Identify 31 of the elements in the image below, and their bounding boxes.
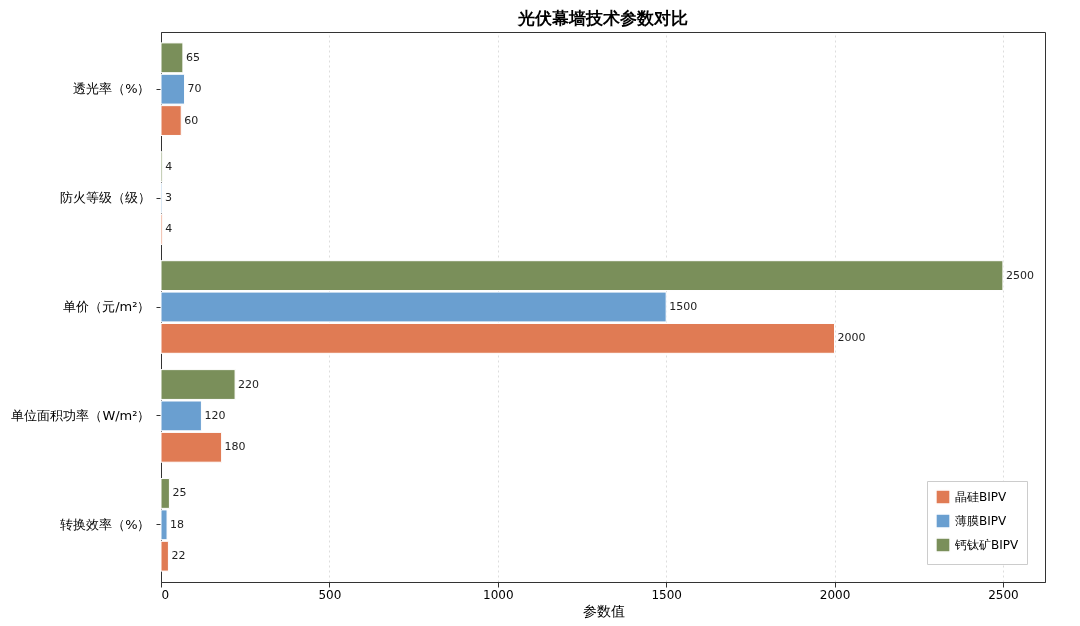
x-tick-label: 1500 xyxy=(651,587,682,602)
data-label: 25 xyxy=(172,486,187,500)
y-tick-label: 单位面积功率（W/m²） xyxy=(11,407,151,423)
data-label: 18 xyxy=(170,517,185,531)
data-label: 4 xyxy=(165,159,173,173)
data-label: 180 xyxy=(224,440,246,454)
y-tick-label: 透光率（%） xyxy=(73,81,151,97)
x-tick-label: 0 xyxy=(161,587,170,602)
data-label: 2500 xyxy=(1005,268,1034,282)
data-label: 4 xyxy=(165,222,173,236)
data-label: 65 xyxy=(185,50,200,64)
x-tick-label: 2500 xyxy=(988,587,1019,602)
legend-label: 晶硅BIPV xyxy=(955,490,1008,504)
y-tick-label: 转换效率（%） xyxy=(60,516,151,532)
data-label: 120 xyxy=(204,408,226,422)
data-label: 60 xyxy=(184,113,199,127)
legend-label: 薄膜BIPV xyxy=(955,514,1008,528)
data-label: 1500 xyxy=(669,300,698,313)
data-label: 70 xyxy=(187,82,202,96)
x-tick-label: 1000 xyxy=(482,587,514,602)
data-label: 3 xyxy=(165,191,173,205)
legend-label: 钙钛矿BIPV xyxy=(954,538,1020,552)
x-tick-label: 2000 xyxy=(819,587,851,602)
x-axis-title: 参数值 xyxy=(582,602,625,619)
data-label: 220 xyxy=(238,377,260,391)
data-label: 22 xyxy=(171,549,186,563)
y-tick-label: 单价（元/m²） xyxy=(63,299,151,314)
data-label: 2000 xyxy=(837,331,866,345)
chart-title: 光伏幕墙技术参数对比 xyxy=(517,8,688,28)
y-tick-label: 防火等级（级） xyxy=(59,190,151,206)
x-tick-label: 500 xyxy=(318,587,342,602)
